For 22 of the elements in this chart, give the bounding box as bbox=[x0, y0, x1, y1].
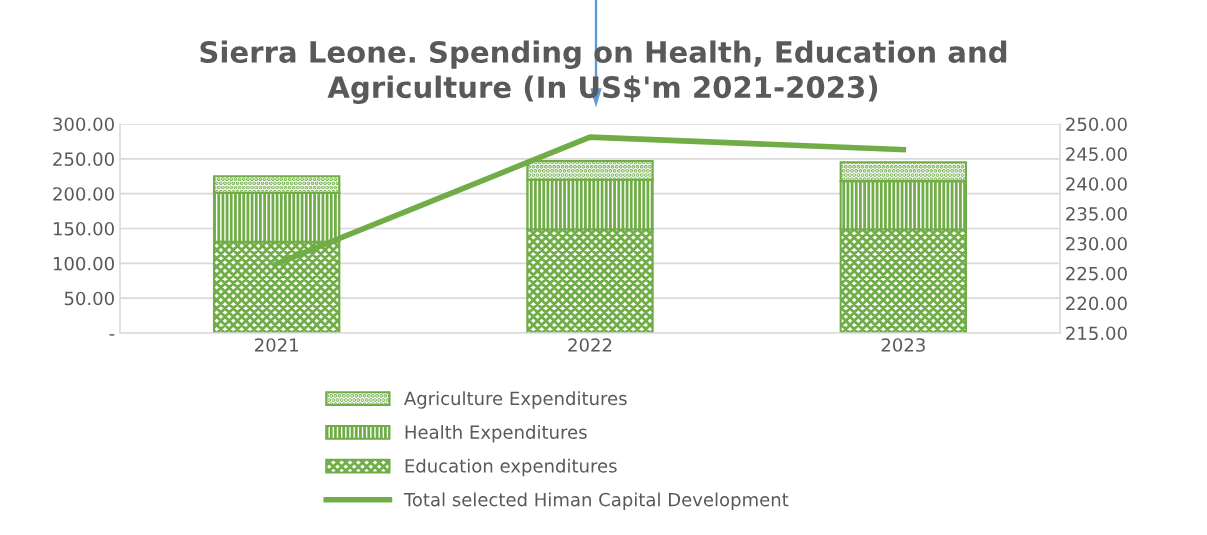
y-tick-label: 300.00 bbox=[53, 117, 114, 132]
legend-label: Education expenditures bbox=[405, 458, 617, 477]
legend-label: Agriculture Expenditures bbox=[404, 391, 627, 409]
x-tick-label: 2022 bbox=[568, 338, 612, 352]
legend-label: Health Expenditures bbox=[405, 424, 587, 443]
y-tick-label: 150.00 bbox=[53, 221, 114, 236]
y2-tick-label: 225.00 bbox=[1066, 266, 1127, 281]
y2-tick-label: 220.00 bbox=[1066, 296, 1127, 311]
y2-tick-label: 235.00 bbox=[1066, 207, 1127, 221]
y2-tick-label: 230.00 bbox=[1066, 236, 1127, 251]
y2-tick-label: 250.00 bbox=[1066, 117, 1127, 132]
y-tick-label: 50.00 bbox=[64, 291, 114, 306]
x-tick-label: 2023 bbox=[881, 338, 925, 352]
legend-label: Total selected Himan Capital Development bbox=[403, 492, 789, 510]
y2-tick-label: 245.00 bbox=[1066, 147, 1127, 161]
y2-tick-label: 240.00 bbox=[1066, 177, 1127, 191]
y-tick-label: 200.00 bbox=[53, 187, 114, 201]
y2-tick-label: 215.00 bbox=[1066, 326, 1127, 341]
x-tick-label: 2021 bbox=[255, 338, 298, 352]
y-tick-label: 250.00 bbox=[53, 152, 114, 166]
y-tick-label: 100.00 bbox=[53, 256, 114, 271]
y-tick-label: - bbox=[109, 334, 115, 336]
